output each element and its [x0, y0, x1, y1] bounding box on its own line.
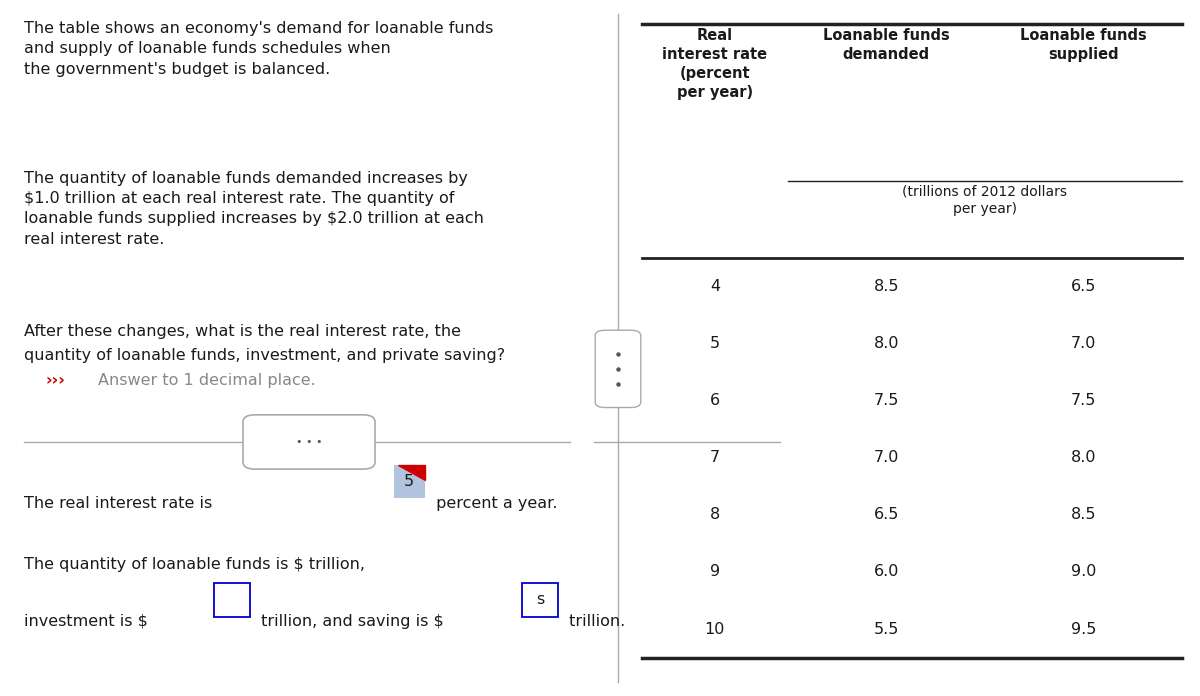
Text: 7.5: 7.5	[874, 393, 899, 408]
Text: 8: 8	[709, 507, 720, 522]
Text: 5: 5	[710, 335, 720, 351]
Text: 6: 6	[710, 393, 720, 408]
Text: 8.5: 8.5	[1070, 507, 1097, 522]
Text: 7.5: 7.5	[1070, 393, 1096, 408]
Text: Loanable funds
supplied: Loanable funds supplied	[1020, 28, 1147, 62]
Text: 5: 5	[404, 474, 414, 489]
Text: After these changes, what is the real interest rate, the: After these changes, what is the real in…	[24, 324, 461, 339]
Text: 8.0: 8.0	[1070, 450, 1097, 465]
FancyBboxPatch shape	[244, 415, 374, 469]
Text: 6.5: 6.5	[1070, 278, 1096, 294]
FancyBboxPatch shape	[595, 331, 641, 408]
Text: ›››: ›››	[46, 373, 66, 388]
FancyBboxPatch shape	[522, 583, 558, 617]
Text: quantity of loanable funds, investment, and private saving?: quantity of loanable funds, investment, …	[24, 348, 505, 363]
FancyBboxPatch shape	[394, 465, 425, 498]
Text: • • •: • • •	[295, 437, 323, 447]
Text: 9: 9	[710, 564, 720, 580]
Text: s: s	[536, 592, 544, 608]
Text: Real
interest rate
(percent
per year): Real interest rate (percent per year)	[662, 28, 768, 100]
Text: trillion.: trillion.	[564, 614, 625, 629]
Text: 9.0: 9.0	[1070, 564, 1096, 580]
Text: investment is $: investment is $	[24, 614, 148, 629]
Text: 6.5: 6.5	[874, 507, 899, 522]
Text: The quantity of loanable funds is $ trillion,: The quantity of loanable funds is $ tril…	[24, 557, 365, 572]
Polygon shape	[398, 465, 425, 480]
Text: 8.5: 8.5	[874, 278, 899, 294]
Text: 5.5: 5.5	[874, 622, 899, 637]
Text: 7.0: 7.0	[1070, 335, 1096, 351]
Text: Answer to 1 decimal place.: Answer to 1 decimal place.	[98, 373, 316, 388]
Text: (trillions of 2012 dollars
per year): (trillions of 2012 dollars per year)	[902, 184, 1068, 216]
Text: 8.0: 8.0	[874, 335, 899, 351]
Text: percent a year.: percent a year.	[431, 496, 557, 511]
Text: 7: 7	[710, 450, 720, 465]
Text: 4: 4	[710, 278, 720, 294]
Text: trillion, and saving is $: trillion, and saving is $	[256, 614, 443, 629]
FancyBboxPatch shape	[214, 583, 250, 617]
Text: 7.0: 7.0	[874, 450, 899, 465]
Text: The quantity of loanable funds demanded increases by
$1.0 trillion at each real : The quantity of loanable funds demanded …	[24, 171, 484, 246]
Text: Loanable funds
demanded: Loanable funds demanded	[823, 28, 949, 62]
Text: The real interest rate is: The real interest rate is	[24, 496, 217, 511]
Text: 10: 10	[704, 622, 725, 637]
Text: 9.5: 9.5	[1070, 622, 1096, 637]
Text: 6.0: 6.0	[874, 564, 899, 580]
Text: The table shows an economy's demand for loanable funds
and supply of loanable fu: The table shows an economy's demand for …	[24, 21, 493, 77]
